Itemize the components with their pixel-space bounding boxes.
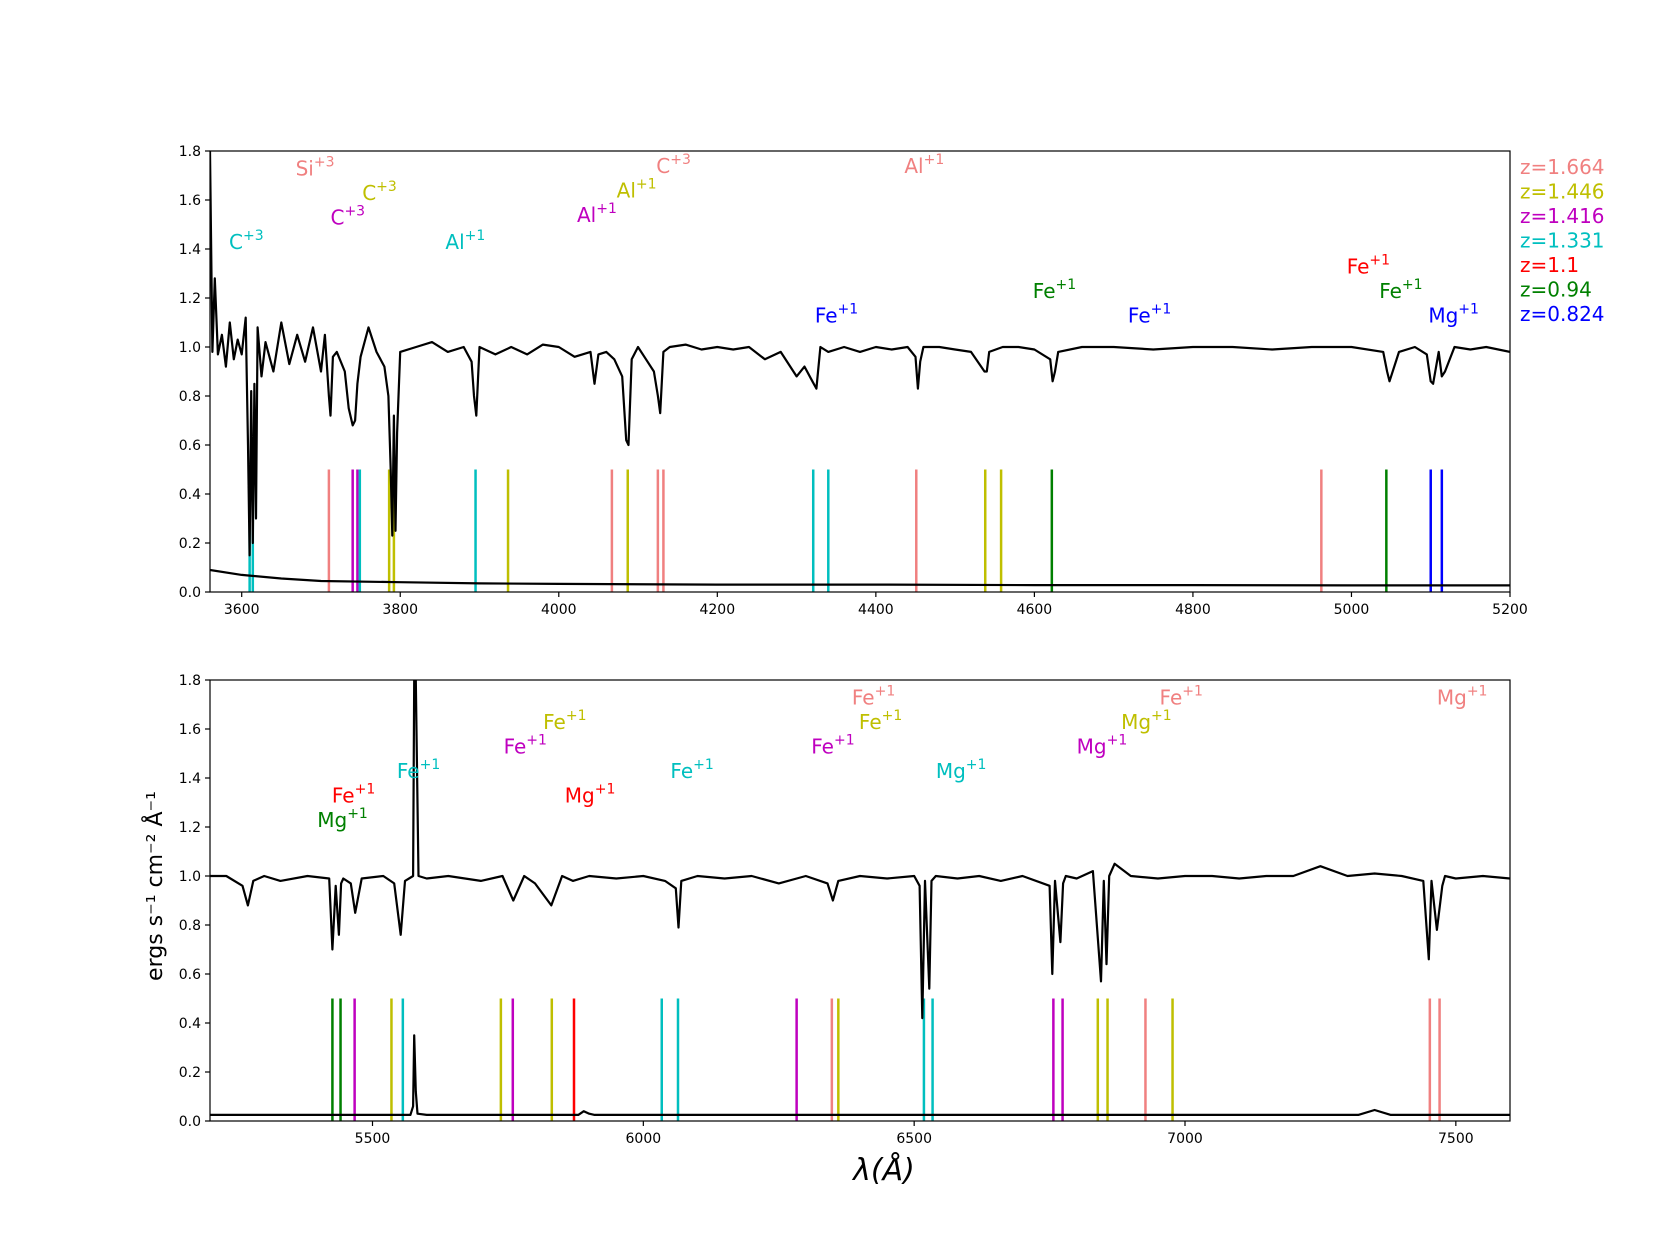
y-tick-label: 0.4 <box>179 487 201 503</box>
ion-annotation: C+3 <box>362 179 397 205</box>
ion-annotation: Fe+1 <box>332 782 375 808</box>
flux-series-line <box>210 680 1510 1020</box>
ion-annotation: Mg+1 <box>1428 302 1479 328</box>
legend-entry: z=1.331 <box>1520 229 1605 253</box>
ion-annotation: Al+1 <box>617 177 657 203</box>
x-tick-label: 5000 <box>1334 602 1370 618</box>
x-tick-label: 4400 <box>858 602 894 618</box>
x-tick-label: 4000 <box>541 602 577 618</box>
ion-annotation: Fe+1 <box>504 733 547 759</box>
x-tick-label: 5500 <box>355 1131 391 1147</box>
ion-annotation: Fe+1 <box>1160 684 1203 710</box>
y-tick-label: 1.8 <box>179 144 201 160</box>
error-series-line <box>210 1034 1510 1116</box>
top-spectrum-panel: 0.0 0.2 0.4 0.6 0.8 1.0 1.2 1.4 1.6 1.8 3600 3800 40… <box>179 144 1528 618</box>
ion-annotation: Si+3 <box>296 155 335 181</box>
x-tick-label: 7000 <box>1167 1131 1203 1147</box>
legend-entry: z=0.94 <box>1520 278 1592 302</box>
ion-annotation: C+3 <box>330 204 365 230</box>
y-tick-label: 1.6 <box>179 722 201 738</box>
ion-annotation: Fe+1 <box>811 733 854 759</box>
y-tick-label: 0.6 <box>179 967 201 983</box>
x-tick-label: 4800 <box>1175 602 1211 618</box>
y-tick-label: 0.0 <box>179 1114 201 1130</box>
x-tick-label: 4200 <box>699 602 735 618</box>
redshift-legend: z=1.664z=1.446z=1.416z=1.331z=1.1z=0.94z… <box>1520 155 1605 326</box>
y-tick-label: 0.8 <box>179 918 201 934</box>
ion-annotation: Fe+1 <box>852 684 895 710</box>
ion-annotation: C+3 <box>229 228 264 254</box>
y-tick-label: 0.2 <box>179 1065 201 1081</box>
y-tick-label: 1.4 <box>179 242 201 258</box>
ion-annotation: Fe+1 <box>1128 302 1171 328</box>
ion-annotation: Mg+1 <box>317 806 368 832</box>
x-tick-label: 3600 <box>224 602 260 618</box>
y-tick-label: 1.0 <box>179 340 201 356</box>
ion-annotation: Fe+1 <box>543 708 586 734</box>
ion-annotation: Mg+1 <box>1437 684 1488 710</box>
y-tick-label: 0.4 <box>179 1016 201 1032</box>
legend-entry: z=1.446 <box>1520 180 1605 204</box>
y-tick-label: 1.8 <box>179 673 201 689</box>
x-axis-title: λ(Å) <box>851 1152 915 1188</box>
ion-annotation: Fe+1 <box>397 757 440 783</box>
y-tick-label: 1.4 <box>179 771 201 787</box>
y-tick-label: 1.6 <box>179 193 201 209</box>
x-tick-label: 6000 <box>626 1131 662 1147</box>
ion-annotation: Fe+1 <box>1379 277 1422 303</box>
ion-annotation: Fe+1 <box>815 302 858 328</box>
error-series-line <box>210 568 1510 587</box>
ion-annotation: Mg+1 <box>565 782 616 808</box>
bottom-spectrum-panel: 0.0 0.2 0.4 0.6 0.8 1.0 1.2 1.4 1.6 1.8 5500 6000 65… <box>179 673 1511 1147</box>
y-tick-label: 0.0 <box>179 585 201 601</box>
ion-annotation: Mg+1 <box>936 757 987 783</box>
ion-annotation: Al+1 <box>904 152 944 178</box>
x-tick-label: 7500 <box>1438 1131 1474 1147</box>
ion-annotation: C+3 <box>656 152 691 178</box>
y-tick-label: 1.2 <box>179 820 201 836</box>
y-tick-label: 1.2 <box>179 291 201 307</box>
x-tick-label: 4600 <box>1017 602 1053 618</box>
legend-entry: z=0.824 <box>1520 302 1605 326</box>
ion-annotation: Al+1 <box>577 201 617 227</box>
y-tick-label: 0.2 <box>179 536 201 552</box>
y-tick-label: 0.6 <box>179 438 201 454</box>
ion-annotation: Mg+1 <box>1077 733 1128 759</box>
ion-annotation: Fe+1 <box>1347 253 1390 279</box>
axes-frame <box>209 679 1511 1122</box>
ion-annotation: Fe+1 <box>859 708 902 734</box>
x-tick-label: 5200 <box>1492 602 1528 618</box>
y-tick-label: 0.8 <box>179 389 201 405</box>
legend-entry: z=1.1 <box>1520 253 1579 277</box>
legend-entry: z=1.416 <box>1520 204 1605 228</box>
y-axis-title: ergs s⁻¹ cm⁻² Å⁻¹ <box>141 791 168 981</box>
y-tick-label: 1.0 <box>179 869 201 885</box>
flux-series-line <box>210 151 1510 557</box>
x-tick-label: 6500 <box>896 1131 932 1147</box>
x-tick-label: 3800 <box>382 602 418 618</box>
legend-entry: z=1.664 <box>1520 155 1605 179</box>
ion-annotation: Al+1 <box>445 228 485 254</box>
axes-frame <box>209 150 1511 593</box>
ion-annotation: Fe+1 <box>1033 277 1076 303</box>
ion-annotation: Mg+1 <box>1121 708 1172 734</box>
ion-annotation: Fe+1 <box>670 757 713 783</box>
